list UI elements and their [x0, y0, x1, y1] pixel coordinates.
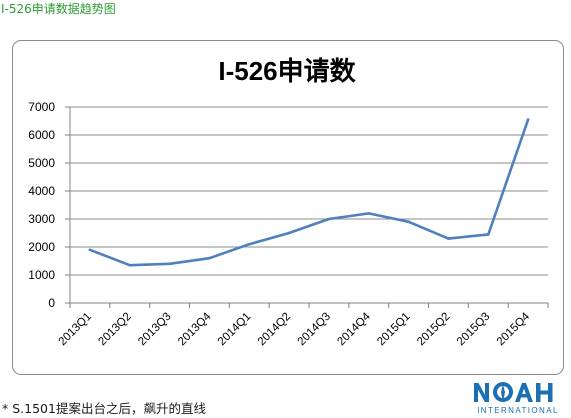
x-tick-label: 2013Q1	[57, 311, 94, 348]
y-tick-label: 4000	[28, 184, 55, 198]
x-tick-label: 2013Q3	[136, 311, 173, 348]
y-tick-label: 0	[48, 296, 55, 310]
x-tick-label: 2014Q4	[335, 310, 373, 348]
footnote: * S.1501提案出台之后，飙升的直线	[2, 401, 206, 416]
chart-frame	[12, 40, 564, 375]
gridlines	[70, 106, 548, 276]
x-tick-label: 2013Q4	[176, 310, 214, 348]
data-point	[128, 263, 132, 267]
data-point	[327, 217, 331, 221]
x-tick-label: 2014Q2	[256, 311, 293, 348]
x-tick-label: 2015Q4	[495, 310, 533, 348]
y-tick-label: 3000	[28, 212, 55, 226]
x-tick-label: 2015Q1	[375, 311, 412, 348]
series-lines	[88, 118, 530, 267]
data-point	[526, 118, 530, 121]
data-point	[88, 248, 92, 252]
data-point	[247, 242, 251, 246]
y-tick-labels: 0 1000 2000 3000 4000 5000 6000 7000	[28, 100, 55, 310]
x-tick-label: 2015Q2	[415, 311, 452, 348]
noah-logo: INTERNATIONAL	[474, 382, 559, 415]
y-tick-label: 1000	[28, 268, 55, 282]
y-tick-label: 7000	[28, 100, 55, 114]
chart-caption: I-526申请数据趋势图	[1, 2, 116, 16]
data-point	[287, 231, 291, 235]
series-line	[88, 118, 530, 267]
data-point	[486, 233, 490, 236]
svg-text:INTERNATIONAL: INTERNATIONAL	[477, 406, 559, 415]
chart-title: I-526申请数	[218, 56, 356, 86]
x-tick-label: 2015Q3	[455, 311, 492, 348]
axes	[65, 106, 549, 308]
x-tick-label: 2013Q2	[96, 311, 133, 348]
data-point	[447, 237, 450, 240]
y-tick-label: 5000	[28, 156, 55, 170]
x-tick-label: 2014Q3	[296, 311, 333, 348]
x-tick-labels: 2013Q1 2013Q2 2013Q3 2013Q4 2014Q1 2014Q2 2014…	[57, 310, 533, 348]
data-point	[407, 220, 410, 224]
data-point	[208, 256, 211, 260]
y-tick-label: 2000	[28, 240, 55, 254]
data-point	[168, 262, 171, 266]
x-tick-label: 2014Q1	[216, 311, 253, 348]
y-tick-label: 6000	[28, 128, 55, 142]
data-point	[367, 212, 371, 215]
